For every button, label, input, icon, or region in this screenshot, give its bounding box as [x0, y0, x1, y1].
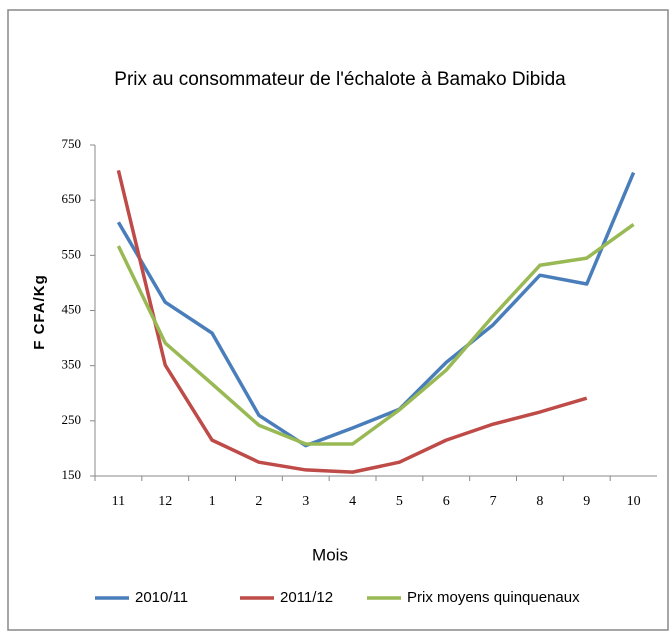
x-tick-label: 1	[209, 494, 216, 509]
series-line	[116, 171, 636, 448]
y-tick-label: 550	[62, 246, 82, 261]
x-tick-label: 11	[112, 494, 125, 509]
y-tick-label: 750	[62, 136, 82, 151]
y-tick-label: 150	[62, 467, 82, 482]
x-tick-label: 8	[536, 494, 543, 509]
legend-label: 2011/12	[280, 589, 333, 606]
y-tick-label: 350	[62, 357, 82, 372]
y-tick-label: 650	[62, 191, 82, 206]
x-tick-label: 12	[158, 494, 172, 509]
series-line	[116, 223, 635, 446]
x-tick-label: 5	[396, 494, 403, 509]
y-tick-label: 450	[62, 301, 82, 316]
series-line	[116, 169, 588, 474]
x-tick-label: 3	[302, 494, 309, 509]
x-tick-label: 2	[255, 494, 262, 509]
y-axis-label: F CFA/Kg	[31, 274, 48, 350]
legend: 2010/11 2011/12 Prix moyens quinquenaux	[95, 589, 580, 606]
legend-label: Prix moyens quinquenaux	[407, 589, 580, 606]
plot-area	[116, 169, 636, 474]
legend-label: 2010/11	[135, 589, 188, 606]
chart-frame	[7, 9, 669, 631]
x-tick-label: 6	[443, 494, 450, 509]
x-tick-label: 9	[583, 494, 590, 509]
x-axis-label: Mois	[312, 545, 348, 564]
x-tick-label: 7	[490, 494, 497, 509]
y-tick-label: 250	[62, 412, 82, 427]
chart-title: Prix au consommateur de l'échalote à Bam…	[114, 69, 566, 90]
x-tick-label: 4	[349, 494, 356, 509]
x-tick-label: 10	[627, 494, 641, 509]
